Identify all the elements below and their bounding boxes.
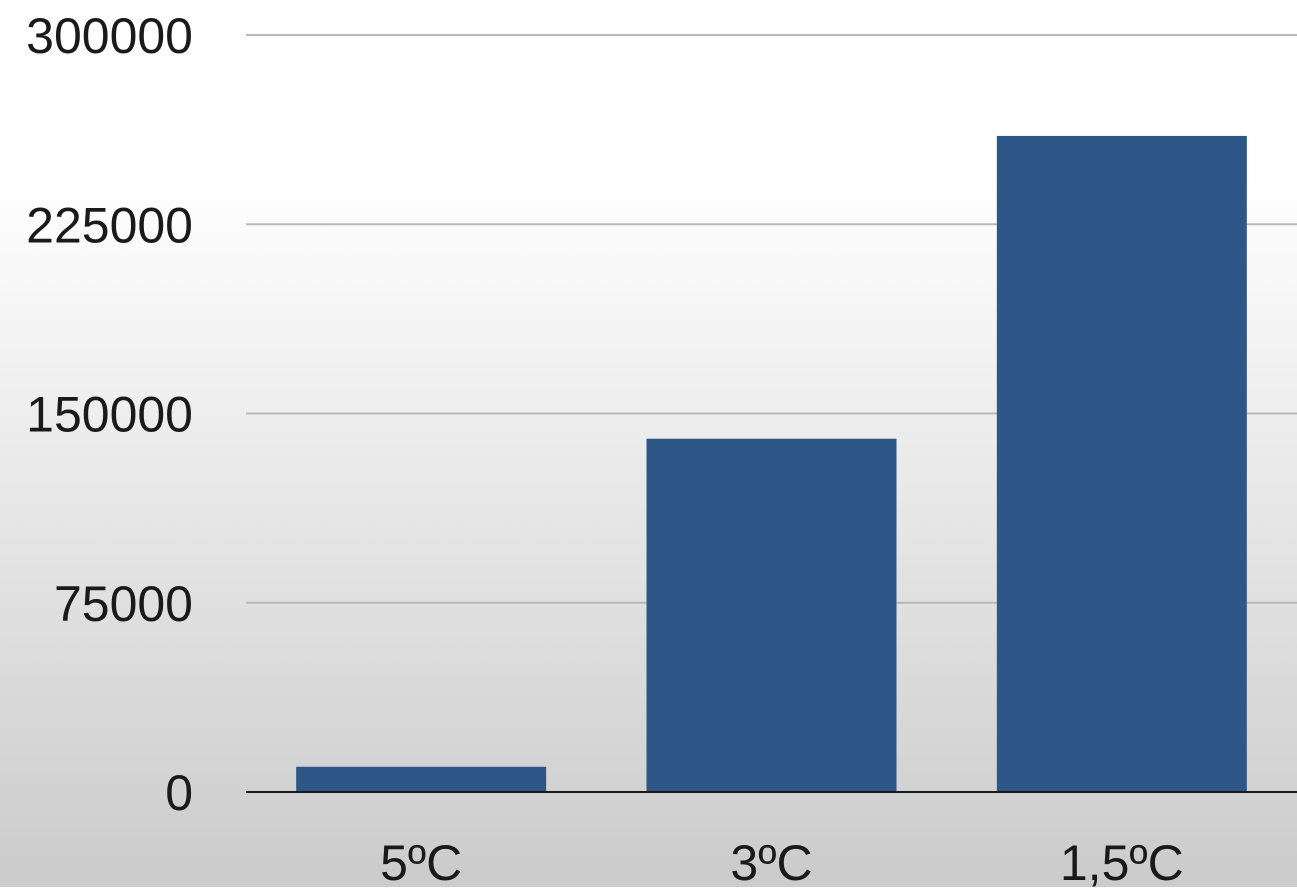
y-tick-label: 300000 [26, 8, 193, 64]
x-tick-label: 3ºC [730, 835, 812, 887]
y-axis-tick-labels: 0 75000 150000 225000 300000 [26, 8, 193, 821]
y-tick-label: 225000 [26, 197, 193, 253]
bars [296, 135, 1247, 792]
bar [296, 766, 547, 792]
y-tick-label: 75000 [54, 576, 193, 632]
y-tick-label: 0 [165, 765, 193, 821]
bar [646, 438, 897, 792]
x-tick-label: 5ºC [380, 835, 462, 887]
x-axis-tick-labels: 5ºC 3ºC 1,5ºC [380, 835, 1184, 891]
y-tick-label: 150000 [26, 387, 193, 443]
x-tick-label: 1,5ºC [1060, 835, 1184, 887]
bar [996, 135, 1247, 792]
